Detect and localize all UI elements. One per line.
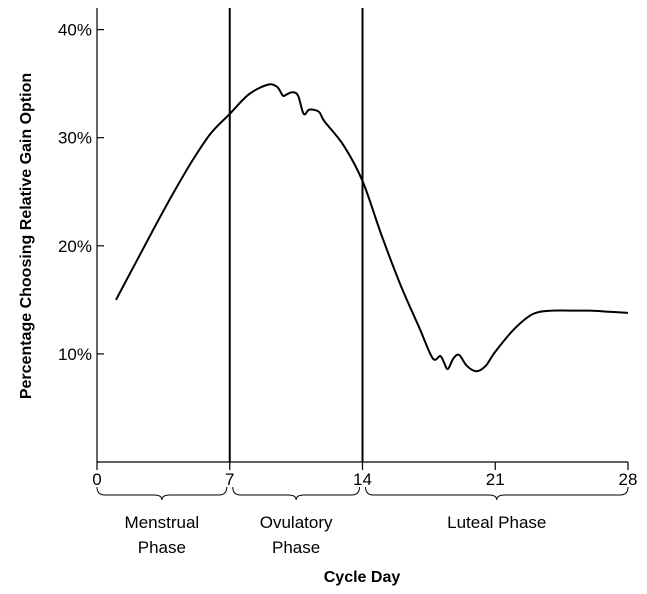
x-ticks: 0 7 14 21 28 — [92, 462, 637, 489]
phase-label: Phase — [138, 538, 186, 557]
y-axis-title: Percentage Choosing Relative Gain Option — [18, 73, 35, 399]
phase-boundary-lines — [228, 8, 364, 462]
phase-label: Ovulatory — [260, 513, 333, 532]
x-tick-label: 28 — [619, 470, 638, 489]
phase-bracket — [365, 486, 629, 501]
y-ticks: 10% 20% 30% 40% — [58, 21, 104, 364]
y-tick-label: 20% — [58, 237, 92, 256]
y-tick-label: 30% — [58, 129, 92, 148]
x-tick-label: 21 — [486, 470, 505, 489]
x-tick-label: 0 — [92, 470, 101, 489]
phase-label: Menstrual — [125, 513, 200, 532]
series-group — [115, 83, 629, 373]
phase-brackets: Menstrual Phase Ovulatory Phase Luteal Phase — [96, 486, 629, 557]
y-tick-label: 10% — [58, 345, 92, 364]
phase-label: Luteal Phase — [447, 513, 546, 532]
x-tick-label: 14 — [353, 470, 372, 489]
phase-bracket — [232, 486, 360, 501]
phase-bracket — [96, 486, 228, 501]
x-axis-title: Cycle Day — [324, 569, 401, 586]
y-tick-label: 40% — [58, 21, 92, 40]
series-line — [115, 83, 629, 373]
x-tick-label: 7 — [225, 470, 234, 489]
phase-label: Phase — [272, 538, 320, 557]
